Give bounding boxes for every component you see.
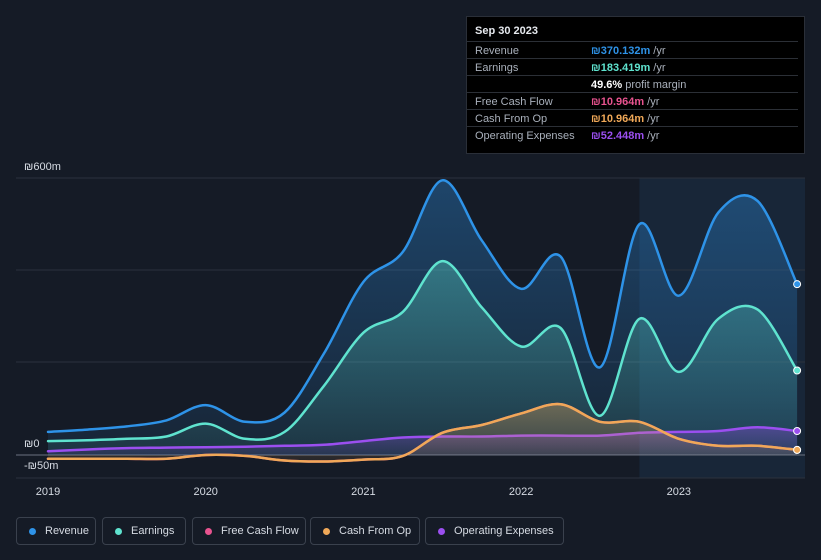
cash-from-op-line — [46, 402, 799, 463]
tooltip-label: Free Cash Flow — [475, 96, 553, 108]
cash-from-op-endpoint — [793, 445, 802, 454]
x-tick-label: 2019 — [36, 486, 60, 498]
cash-from-op-area — [48, 404, 798, 462]
x-tick-label: 2022 — [509, 486, 533, 498]
tooltip-row-margin: 49.6% profit margin — [467, 75, 798, 93]
tooltip-value: ₪183.419m/yr — [591, 62, 666, 74]
tooltip-row-fcf: Free Cash Flow ₪10.964m/yr — [467, 92, 798, 110]
earnings-line — [46, 259, 799, 443]
legend-label: Free Cash Flow — [221, 525, 299, 537]
x-tick-label: 2020 — [193, 486, 217, 498]
cash-from-op-dot-icon — [323, 528, 330, 535]
x-tick-label: 2021 — [351, 486, 375, 498]
y-tick-label-top: ₪600m — [24, 161, 61, 173]
tooltip-label: Cash From Op — [475, 113, 548, 125]
tooltip-value: ₪370.132m/yr — [591, 45, 666, 57]
tooltip: Sep 30 2023 Revenue ₪370.132m/yr Earning… — [466, 16, 805, 154]
tooltip-value: ₪52.448m/yr — [591, 130, 660, 142]
tooltip-row-revenue: Revenue ₪370.132m/yr — [467, 41, 798, 59]
tooltip-row-opex: Operating Expenses ₪52.448m/yr — [467, 126, 798, 144]
operating-expenses-dot-icon — [438, 528, 445, 535]
tooltip-label: Earnings — [475, 62, 519, 74]
earnings-dot-icon — [115, 528, 122, 535]
legend-item-earnings[interactable]: Earnings — [102, 517, 186, 545]
tooltip-label: Operating Expenses — [475, 130, 575, 142]
y-tick-label-bottom: -₪50m — [24, 460, 58, 472]
legend-item-free-cash-flow[interactable]: Free Cash Flow — [192, 517, 306, 545]
revenue-dot-icon — [29, 528, 36, 535]
earnings-area — [48, 261, 798, 455]
tooltip-value: ₪10.964m/yr — [591, 113, 660, 125]
legend-label: Earnings — [131, 525, 175, 537]
tooltip-value: ₪10.964m/yr — [591, 96, 660, 108]
legend-label: Revenue — [45, 525, 90, 537]
tooltip-row-earnings: Earnings ₪183.419m/yr — [467, 58, 798, 76]
y-tick-label-zero: ₪0 — [24, 438, 39, 450]
tooltip-row-cfo: Cash From Op ₪10.964m/yr — [467, 109, 798, 127]
operating-expenses-endpoint — [793, 426, 802, 435]
legend-label: Cash From Op — [339, 525, 412, 537]
legend-item-operating-expenses[interactable]: Operating Expenses — [425, 517, 564, 545]
legend-item-cash-from-op[interactable]: Cash From Op — [310, 517, 420, 545]
legend-label: Operating Expenses — [454, 525, 554, 537]
operating-expenses-line — [46, 426, 799, 453]
x-tick-label: 2023 — [667, 486, 691, 498]
tooltip-date: Sep 30 2023 — [475, 25, 538, 37]
tooltip-label: Revenue — [475, 45, 520, 57]
revenue-endpoint — [793, 280, 802, 289]
earnings-endpoint — [793, 366, 802, 375]
revenue-line — [46, 179, 799, 434]
legend-item-revenue[interactable]: Revenue — [16, 517, 96, 545]
free-cash-flow-dot-icon — [205, 528, 212, 535]
tooltip-value: 49.6% profit margin — [591, 79, 687, 91]
